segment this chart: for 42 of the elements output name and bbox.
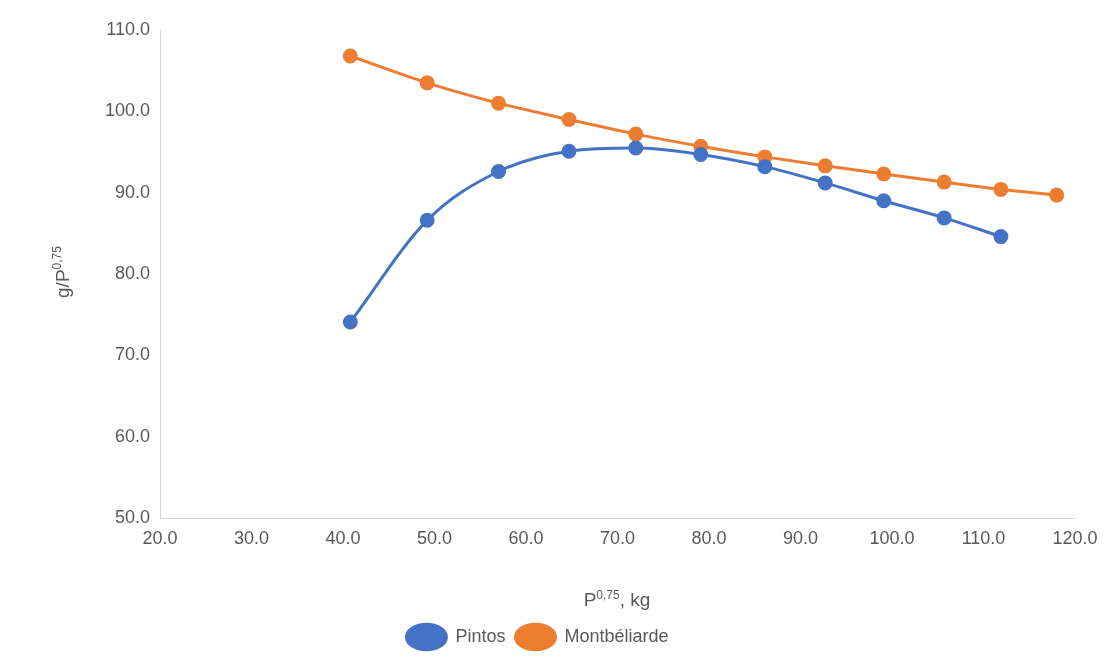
x-axis-title: P$^{0,75}$, kg — [583, 588, 651, 612]
x-tick-label: 70.0 — [599, 527, 636, 548]
x-tick-label: 40.0 — [325, 527, 361, 548]
point — [936, 210, 952, 226]
y-tick-label: 100.0 — [104, 100, 150, 121]
point — [757, 159, 773, 175]
point — [993, 229, 1009, 245]
point — [817, 158, 833, 174]
point — [876, 166, 892, 182]
point — [993, 181, 1009, 197]
point — [419, 75, 435, 91]
point — [342, 48, 358, 64]
point — [876, 193, 892, 209]
legend-label: Montbéliarde — [564, 625, 669, 646]
point — [561, 111, 577, 127]
point — [561, 143, 577, 159]
x-tick-label: 80.0 — [691, 527, 727, 548]
point — [491, 95, 507, 111]
point — [628, 126, 644, 142]
point — [817, 175, 833, 191]
point — [628, 140, 644, 156]
x-tick-label: 50.0 — [416, 527, 453, 548]
x-tick-label: 90.0 — [782, 527, 819, 548]
x-tick-label: 100.0 — [869, 527, 915, 548]
point — [693, 146, 709, 162]
y-tick-label: 90.0 — [114, 181, 150, 202]
y-tick-label: 70.0 — [114, 344, 150, 365]
x-tick-label: 20.0 — [142, 527, 178, 548]
x-tick-label: 60.0 — [508, 527, 544, 548]
x-tick-label: 120.0 — [1052, 527, 1098, 548]
y-tick-label: 110.0 — [106, 18, 150, 39]
point — [419, 212, 435, 228]
x-tick-label: 110.0 — [961, 527, 1006, 548]
x-tick-label: 30.0 — [233, 527, 270, 548]
point — [1049, 187, 1065, 203]
y-tick-label: 50.0 — [114, 506, 150, 527]
point — [491, 164, 507, 180]
legend-label: Pintos — [455, 625, 506, 646]
y-tick-label: 60.0 — [114, 425, 150, 446]
point — [936, 174, 952, 190]
y-tick-label: 80.0 — [114, 262, 150, 283]
point — [342, 314, 358, 330]
